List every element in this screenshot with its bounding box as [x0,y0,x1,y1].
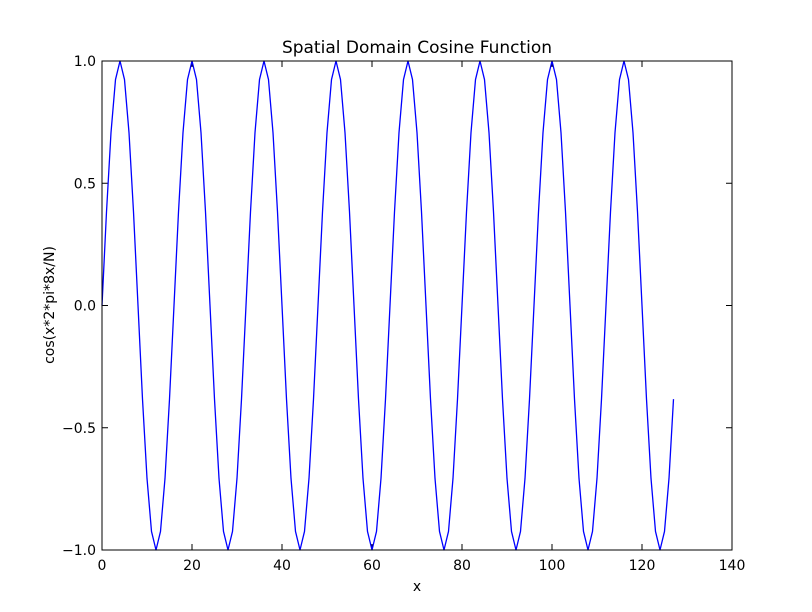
x-tick-label: 80 [453,558,471,574]
y-tick-label: −1.0 [62,543,96,559]
x-tick-label: 140 [719,558,746,574]
x-tick-label: 0 [98,558,107,574]
y-tick-label: 1.0 [74,54,96,70]
chart-title: Spatial Domain Cosine Function [282,38,552,58]
x-tick-label: 40 [273,558,291,574]
x-axis-label: x [413,579,421,595]
y-tick-label: −0.5 [62,421,96,437]
y-axis-label: cos(x*2*pi*8x/N) [42,246,58,364]
y-tick-label: 0.5 [74,176,96,192]
y-axis-ticks: −1.0 −0.5 0.0 0.5 1.0 [62,54,732,559]
x-tick-label: 120 [629,558,656,574]
x-tick-label: 60 [363,558,381,574]
x-tick-label: 20 [183,558,201,574]
x-axis-ticks: 0 20 40 60 80 100 120 140 [98,61,746,574]
series-line [101,60,675,551]
x-tick-label: 100 [539,558,566,574]
plot-frame [101,60,733,551]
y-tick-label: 0.0 [74,299,96,315]
